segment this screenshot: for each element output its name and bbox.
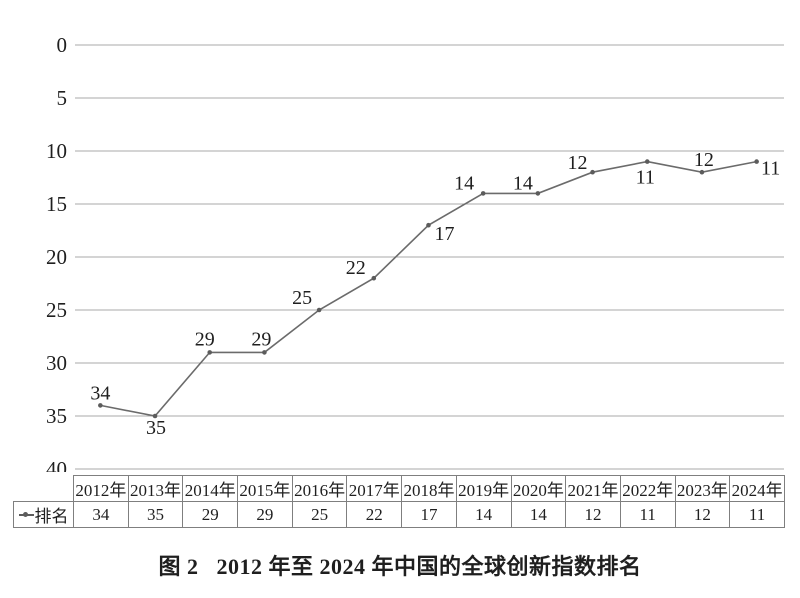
ranking-line [100, 160, 757, 417]
data-label-2012年: 34 [90, 382, 110, 404]
data-point-2015年 [262, 350, 267, 355]
data-label-2020年: 14 [513, 172, 533, 194]
y-tick-label-5: 5 [57, 86, 68, 110]
data-point-2019年 [480, 191, 486, 196]
data-point-2012年 [98, 403, 103, 408]
ranking-value-2022年: 11 [619, 501, 676, 528]
line-chart: 0 5 10 15 20 25 30 35 40 34 35 29 29 25 22 17 14 14 12 11 1… [46, 33, 784, 472]
data-label-2017年: 22 [346, 257, 366, 279]
ranking-value-2017年: 22 [346, 501, 403, 528]
ranking-value-2020年: 14 [510, 501, 567, 528]
data-label-2023年: 12 [694, 149, 714, 171]
year-header-2020年: 2020年 [510, 475, 567, 502]
data-point-2013年 [152, 413, 158, 419]
y-tick-label-30: 30 [46, 351, 67, 375]
data-label-2019年: 14 [454, 172, 474, 194]
data-point-2023年 [699, 169, 705, 175]
table-corner-cell [14, 476, 74, 502]
y-tick-label-20: 20 [46, 245, 67, 269]
data-point-2021年 [590, 169, 595, 175]
year-header-2012年: 2012年 [73, 475, 129, 502]
year-header-2015年: 2015年 [237, 475, 293, 502]
ranking-value-2014年: 29 [182, 501, 239, 528]
year-header-2017年: 2017年 [346, 475, 403, 502]
data-point-2016年 [316, 307, 322, 313]
year-header-2023年: 2023年 [674, 475, 731, 502]
year-header-2019年: 2019年 [455, 475, 512, 502]
year-header-row: 2012年 2013年 2014年 2015年 2016年 2017年 2018年 2019年… [14, 475, 785, 502]
y-tick-label-25: 25 [46, 298, 67, 322]
ranking-value-2012年: 34 [73, 501, 129, 528]
ranking-value-2019年: 14 [455, 501, 512, 528]
year-header-2013年: 2013年 [127, 475, 184, 502]
ranking-value-2023年: 12 [674, 501, 731, 528]
year-header-2016年: 2016年 [291, 475, 348, 502]
y-tick-label-0: 0 [57, 33, 68, 57]
data-point-2014年 [207, 350, 213, 355]
year-header-2024年: 2024年 [729, 475, 785, 502]
gridlines [75, 44, 784, 470]
ranking-value-2021年: 12 [565, 501, 621, 528]
ranking-value-2024年: 11 [729, 501, 785, 528]
figure-title-text: 2012 年至 2024 年中国的全球创新指数排名 [216, 554, 642, 579]
ranking-value-2015年: 29 [237, 501, 293, 528]
year-header-2022年: 2022年 [619, 475, 676, 502]
data-point-2022年 [644, 159, 650, 164]
year-header-2021年: 2021年 [565, 475, 621, 502]
ranking-value-2018年: 17 [401, 501, 457, 528]
ranking-value-row: 排名 34 35 29 29 25 22 17 14 14 12 11 12 11 [13, 501, 785, 528]
y-axis-tick-labels: 0 5 10 15 20 25 30 35 40 [46, 33, 67, 472]
data-label-2013年: 35 [146, 417, 166, 439]
y-tick-label-10: 10 [46, 139, 67, 163]
data-label-2024年: 11 [761, 158, 780, 180]
ranking-value-2016年: 25 [291, 501, 348, 528]
legend-line-marker-icon [18, 512, 34, 517]
data-label-2018年: 17 [434, 223, 454, 245]
ranking-value-2013年: 35 [127, 501, 184, 528]
data-label-2022年: 11 [636, 167, 655, 189]
data-point-2017年 [371, 275, 377, 281]
data-point-2020年 [535, 191, 541, 196]
data-point-2018年 [426, 222, 431, 228]
legend-cell: 排名 [13, 501, 74, 528]
y-tick-label-40: 40 [46, 457, 67, 472]
data-point-2024年 [754, 159, 759, 164]
legend-series-label: 排名 [34, 507, 69, 526]
data-label-2015年: 29 [251, 328, 271, 350]
data-label-2021年: 12 [568, 152, 588, 174]
data-table: 2012年 2013年 2014年 2015年 2016年 2017年 2018年 2019年… [13, 475, 785, 528]
ranking-line-series [98, 159, 759, 419]
year-header-2014年: 2014年 [182, 475, 239, 502]
data-label-2014年: 29 [195, 328, 215, 350]
data-label-2016年: 25 [292, 287, 312, 309]
y-tick-label-35: 35 [46, 404, 67, 428]
figure-title: 图 2 2012 年至 2024 年中国的全球创新指数排名 [0, 549, 800, 581]
data-point-labels: 34 35 29 29 25 22 17 14 14 12 11 12 11 [90, 149, 780, 439]
y-tick-label-15: 15 [46, 192, 67, 216]
year-header-2018年: 2018年 [401, 475, 457, 502]
figure-number: 图 2 [158, 554, 199, 579]
